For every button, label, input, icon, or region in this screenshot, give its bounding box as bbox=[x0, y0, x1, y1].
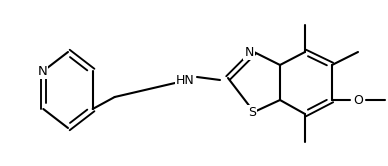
Text: HN: HN bbox=[176, 74, 194, 86]
Text: S: S bbox=[248, 106, 256, 119]
Text: O: O bbox=[353, 93, 363, 107]
Text: N: N bbox=[244, 45, 254, 58]
Text: N: N bbox=[38, 65, 47, 78]
